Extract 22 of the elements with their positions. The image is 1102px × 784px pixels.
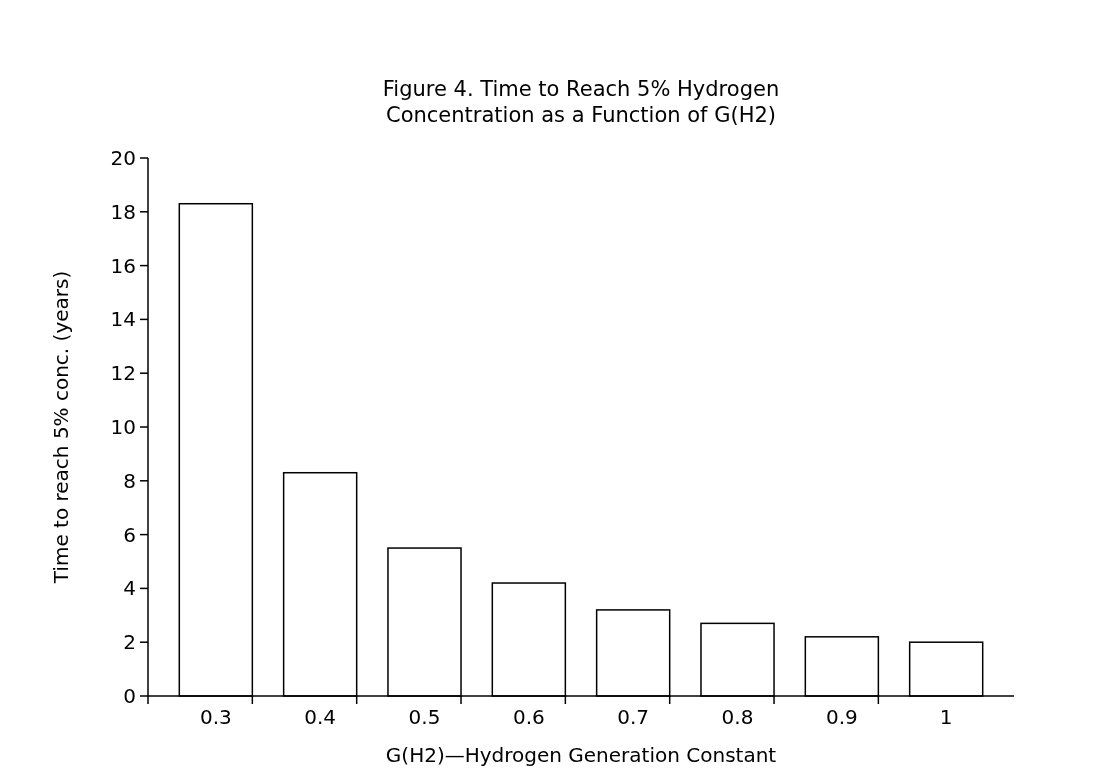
x-tick-label: 0.6 [512, 705, 545, 729]
chart-title: Figure 4. Time to Reach 5% Hydrogen Concentration as a Function of G(H2) [382, 77, 780, 127]
x-tick-label: 0.8 [721, 705, 754, 729]
x-tick-label: 0.7 [617, 705, 650, 729]
y-tick-label: 0 [123, 684, 136, 708]
y-tick-label: 12 [110, 361, 136, 386]
y-tick-label: 20 [110, 146, 136, 170]
y-tick-label: 4 [123, 576, 136, 601]
x-tick-label: 0.5 [408, 705, 441, 729]
x-axis-title: G(H2)—Hydrogen Generation Constant [385, 743, 777, 767]
y-tick-label: 6 [123, 522, 136, 547]
x-tick-label: 0.9 [825, 705, 858, 729]
x-tick-label: 1 [939, 705, 953, 729]
y-tick-label: 8 [123, 468, 136, 493]
x-tick-label: 0.3 [199, 705, 232, 729]
y-tick-label: 10 [110, 415, 136, 439]
y-axis-title: Time to reach 5% conc. (years) [49, 270, 73, 585]
x-tick-label: 0.4 [304, 705, 337, 729]
y-tick-label: 16 [110, 253, 136, 278]
y-tick-label: 14 [110, 307, 136, 332]
y-tick-label: 2 [123, 630, 136, 655]
y-tick-label: 18 [110, 199, 136, 224]
